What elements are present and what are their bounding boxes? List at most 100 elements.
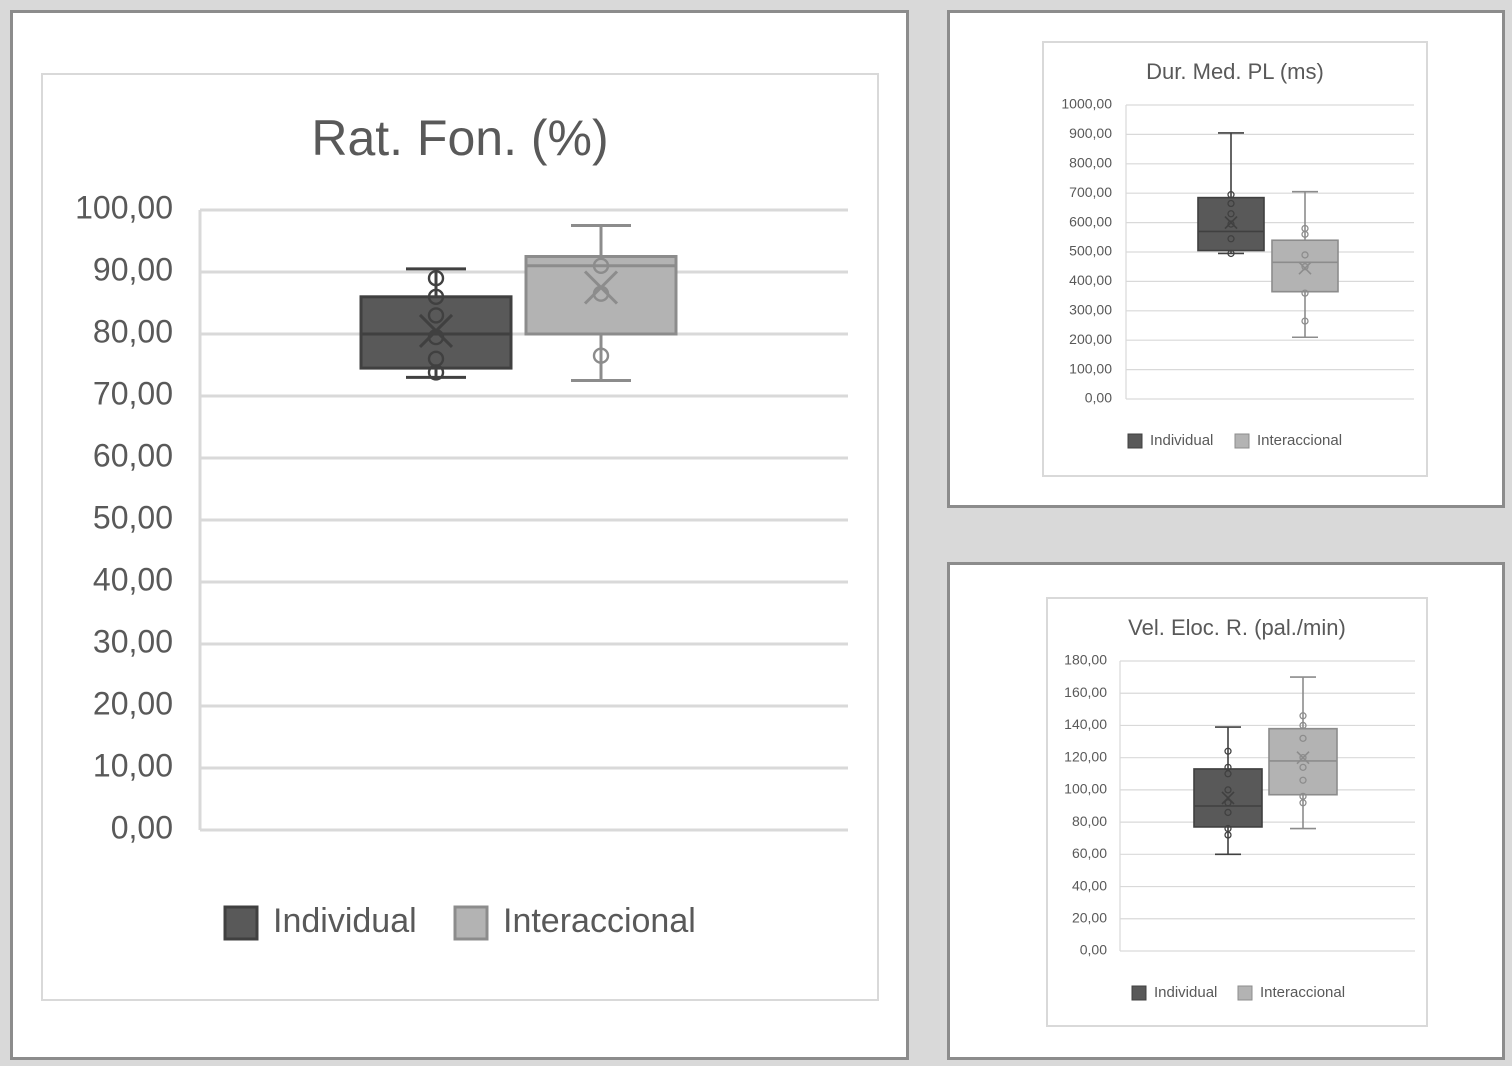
chart-panel-vel-eloc: Vel. Eloc. R. (pal./min) 0,00 20,00 40,00 60… bbox=[947, 562, 1505, 1060]
data-point bbox=[1227, 210, 1235, 218]
chart-panel-dur-med-pl: Dur. Med. PL (ms) 0,00 100,00 200,00 300,00 4… bbox=[947, 10, 1505, 508]
chart-title: Vel. Eloc. R. (pal./min) bbox=[1128, 615, 1346, 640]
data-point bbox=[427, 307, 445, 324]
y-tick-label: 30,00 bbox=[93, 623, 173, 659]
data-point bbox=[427, 288, 445, 306]
y-tick-label: 60,00 bbox=[1072, 845, 1107, 861]
y-tick-label: 40,00 bbox=[1072, 877, 1107, 893]
legend-swatch-interaccional bbox=[1237, 985, 1253, 1001]
box-iqr bbox=[524, 255, 678, 336]
y-tick-label: 160,00 bbox=[1064, 684, 1107, 700]
y-tick-label: 90,00 bbox=[93, 251, 173, 287]
data-point bbox=[1301, 317, 1309, 325]
y-tick-label: 100,00 bbox=[1064, 781, 1107, 797]
y-tick-label: 70,00 bbox=[93, 375, 173, 411]
legend-label-interaccional: Interaccional bbox=[503, 902, 696, 940]
box-interaccional bbox=[1268, 676, 1338, 830]
y-tick-label: 50,00 bbox=[93, 499, 173, 535]
y-tick-label: 0,00 bbox=[1085, 390, 1112, 406]
chart-area: Dur. Med. PL (ms) 0,00 100,00 200,00 300,00 4… bbox=[1042, 41, 1428, 477]
y-tick-label: 1000,00 bbox=[1061, 96, 1112, 112]
boxplot-chart-vel-eloc: Vel. Eloc. R. (pal./min) 0,00 20,00 40,00 60… bbox=[1064, 615, 1415, 1001]
y-tick-label: 20,00 bbox=[1072, 909, 1107, 925]
box-individual bbox=[1193, 726, 1263, 856]
data-point bbox=[1299, 712, 1307, 720]
legend-label-interaccional: Interaccional bbox=[1257, 432, 1342, 449]
data-point bbox=[1224, 786, 1232, 794]
y-tick-label: 900,00 bbox=[1069, 125, 1112, 141]
legend-swatch-individual bbox=[1127, 433, 1143, 449]
legend-label-individual: Individual bbox=[273, 902, 417, 940]
y-tick-label: 10,00 bbox=[93, 747, 173, 783]
mean-marker bbox=[1296, 751, 1310, 765]
y-tick-label: 80,00 bbox=[93, 313, 173, 349]
legend-swatch-interaccional bbox=[1234, 433, 1250, 449]
mean-marker bbox=[1221, 791, 1235, 805]
data-point bbox=[1301, 230, 1309, 239]
box-iqr bbox=[1197, 196, 1265, 252]
y-tick-label: 300,00 bbox=[1069, 302, 1112, 318]
data-point bbox=[1299, 721, 1307, 730]
y-tick-label: 0,00 bbox=[1080, 942, 1107, 958]
y-tick-label: 700,00 bbox=[1069, 184, 1112, 200]
y-tick-label: 800,00 bbox=[1069, 155, 1112, 171]
data-point bbox=[1224, 799, 1232, 807]
y-tick-label: 500,00 bbox=[1069, 243, 1112, 259]
data-point bbox=[427, 269, 445, 287]
data-point bbox=[1227, 249, 1235, 258]
legend-label-individual: Individual bbox=[1154, 984, 1217, 1001]
box-individual bbox=[359, 267, 513, 381]
mean-marker bbox=[418, 313, 454, 348]
data-point bbox=[1227, 191, 1235, 199]
data-point bbox=[1224, 770, 1232, 778]
legend-label-interaccional: Interaccional bbox=[1260, 984, 1345, 1001]
data-point bbox=[1299, 799, 1307, 807]
y-tick-label: 400,00 bbox=[1069, 272, 1112, 288]
y-tick-label: 40,00 bbox=[93, 561, 173, 597]
chart-area: Vel. Eloc. R. (pal./min) 0,00 20,00 40,00 60… bbox=[1046, 597, 1428, 1027]
y-tick-label: 0,00 bbox=[111, 809, 173, 845]
data-point bbox=[1301, 289, 1309, 297]
y-tick-label: 120,00 bbox=[1064, 748, 1107, 764]
chart-title: Rat. Fon. (%) bbox=[311, 110, 608, 166]
mean-marker bbox=[1224, 216, 1238, 230]
box-interaccional bbox=[524, 224, 678, 382]
boxplot-chart-dur-med-pl: Dur. Med. PL (ms) 0,00 100,00 200,00 300,00 4… bbox=[1061, 59, 1414, 449]
data-point bbox=[1299, 763, 1307, 771]
data-point bbox=[1227, 220, 1235, 228]
chart-title: Dur. Med. PL (ms) bbox=[1146, 59, 1324, 84]
box-iqr bbox=[1271, 239, 1339, 293]
y-tick-label: 180,00 bbox=[1064, 652, 1107, 668]
data-point bbox=[427, 364, 445, 381]
data-point bbox=[1224, 831, 1232, 839]
chart-area: Rat. Fon. (%) 0,00 10,00 20,00 30,00 40,00 50,… bbox=[41, 73, 879, 1001]
data-point bbox=[1301, 263, 1309, 271]
legend-label-individual: Individual bbox=[1150, 432, 1213, 449]
legend-swatch-interaccional bbox=[453, 905, 489, 941]
data-point bbox=[1299, 754, 1307, 762]
box-individual bbox=[1197, 132, 1265, 258]
y-tick-label: 20,00 bbox=[93, 685, 173, 721]
y-tick-label: 100,00 bbox=[1069, 360, 1112, 376]
data-point bbox=[592, 347, 610, 364]
data-point bbox=[592, 257, 610, 275]
mean-marker bbox=[1298, 261, 1312, 275]
boxplot-chart-rat-fon: Rat. Fon. (%) 0,00 10,00 20,00 30,00 40,00 50,… bbox=[75, 110, 848, 941]
data-point bbox=[1227, 199, 1235, 208]
y-tick-label: 200,00 bbox=[1069, 331, 1112, 347]
y-tick-label: 60,00 bbox=[93, 437, 173, 473]
data-point bbox=[1224, 808, 1232, 817]
y-tick-label: 80,00 bbox=[1072, 813, 1107, 829]
box-iqr bbox=[1268, 727, 1338, 796]
y-tick-label: 100,00 bbox=[75, 189, 173, 225]
chart-panel-rat-fon: Rat. Fon. (%) 0,00 10,00 20,00 30,00 40,00 50,… bbox=[10, 10, 909, 1060]
legend-swatch-individual bbox=[1131, 985, 1147, 1001]
data-point bbox=[1299, 734, 1307, 742]
box-interaccional bbox=[1271, 190, 1339, 339]
y-tick-label: 600,00 bbox=[1069, 213, 1112, 229]
data-point bbox=[1299, 776, 1307, 784]
data-point bbox=[1227, 235, 1235, 243]
data-point bbox=[1301, 251, 1309, 259]
legend-swatch-individual bbox=[223, 905, 259, 941]
data-point bbox=[1224, 747, 1232, 755]
